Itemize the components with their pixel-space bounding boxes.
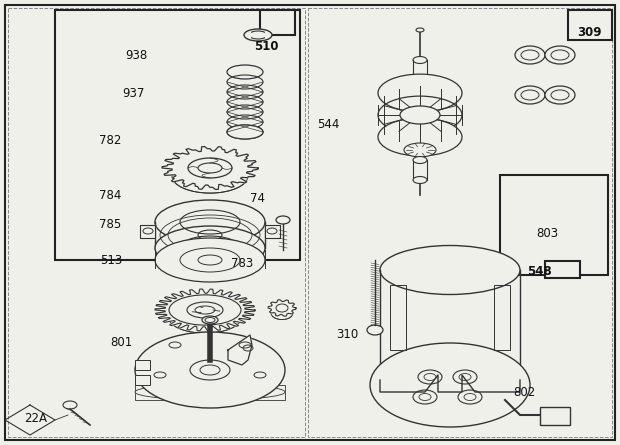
Polygon shape [228, 335, 252, 365]
Ellipse shape [367, 325, 383, 335]
Text: 937: 937 [122, 87, 144, 100]
Ellipse shape [378, 118, 462, 156]
Polygon shape [155, 289, 255, 331]
Text: 785: 785 [99, 218, 122, 231]
Ellipse shape [188, 158, 232, 178]
Ellipse shape [180, 236, 240, 260]
Ellipse shape [515, 46, 545, 64]
Ellipse shape [413, 177, 427, 183]
Text: 510: 510 [254, 40, 279, 53]
Polygon shape [162, 146, 258, 190]
Ellipse shape [135, 332, 285, 408]
Text: 310: 310 [336, 328, 358, 341]
Ellipse shape [63, 401, 77, 409]
Text: 782: 782 [99, 134, 122, 147]
Bar [55, 10, 300, 260]
Bar [135, 360, 150, 370]
Bar [390, 285, 406, 350]
Ellipse shape [169, 295, 241, 325]
Ellipse shape [202, 316, 218, 324]
Bar [308, 8, 612, 437]
Ellipse shape [276, 216, 290, 224]
Ellipse shape [413, 81, 427, 89]
Ellipse shape [155, 200, 265, 244]
Bar [568, 10, 612, 40]
Ellipse shape [413, 157, 427, 163]
Text: 309: 309 [577, 25, 601, 39]
Ellipse shape [515, 86, 545, 104]
Text: 22A: 22A [24, 412, 48, 425]
Polygon shape [140, 225, 155, 238]
Bar [135, 375, 150, 385]
Ellipse shape [135, 384, 285, 400]
Ellipse shape [416, 28, 424, 32]
Bar [8, 8, 305, 437]
Bar [135, 385, 285, 400]
Ellipse shape [404, 143, 436, 157]
Polygon shape [268, 299, 296, 316]
Polygon shape [265, 225, 280, 238]
Text: 74: 74 [250, 192, 265, 206]
Ellipse shape [190, 360, 230, 380]
Ellipse shape [380, 246, 520, 295]
Bar [260, 10, 295, 35]
Text: 801: 801 [110, 336, 132, 349]
Text: 803: 803 [536, 227, 558, 240]
Ellipse shape [413, 57, 427, 64]
Bar [545, 261, 580, 278]
Ellipse shape [187, 302, 223, 318]
Polygon shape [380, 375, 520, 392]
Ellipse shape [400, 106, 440, 124]
Text: 784: 784 [99, 189, 122, 202]
Ellipse shape [370, 343, 530, 427]
Ellipse shape [244, 29, 272, 41]
Text: 513: 513 [100, 254, 123, 267]
Text: eReplacementParts.com: eReplacementParts.com [226, 223, 394, 237]
Ellipse shape [155, 238, 265, 282]
Ellipse shape [155, 226, 265, 270]
Text: 938: 938 [125, 49, 148, 62]
Bar [500, 175, 608, 275]
Bar [494, 285, 510, 350]
Ellipse shape [227, 65, 263, 79]
Ellipse shape [227, 125, 263, 139]
Text: 544: 544 [317, 118, 340, 131]
Ellipse shape [378, 74, 462, 112]
Ellipse shape [545, 46, 575, 64]
Bar [540, 407, 570, 425]
Ellipse shape [545, 86, 575, 104]
Text: 802: 802 [513, 386, 535, 399]
Text: 783: 783 [231, 257, 253, 270]
Text: 548: 548 [527, 265, 552, 278]
